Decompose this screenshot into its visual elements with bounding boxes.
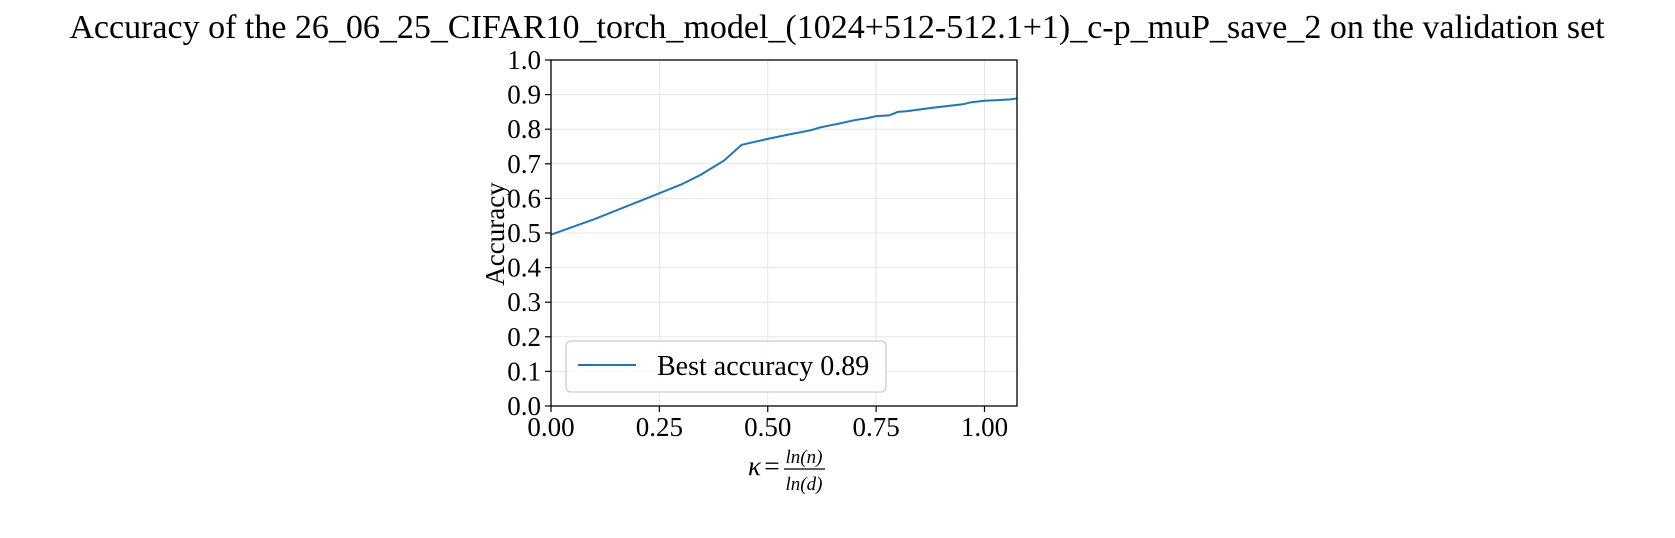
- y-tick-label: 0.3: [507, 287, 541, 317]
- x-axis-label-denominator: ln(d): [786, 474, 823, 495]
- y-tick-label: 0.7: [507, 149, 541, 179]
- chart-title: Accuracy of the 26_06_25_CIFAR10_torch_m…: [69, 9, 1605, 46]
- series-line: [550, 97, 1018, 236]
- y-axis-label: Accuracy: [480, 182, 510, 286]
- y-tick-label: 0.0: [507, 391, 541, 421]
- y-tick-label: 0.8: [507, 114, 541, 144]
- y-tick-label: 0.1: [507, 356, 541, 386]
- x-axis-label-symbol: κ: [748, 451, 762, 481]
- y-axis-ticks: 0.0 0.1 0.2 0.3 0.4 0.5 0.6 0.7 0.8 0.9 1.0: [507, 45, 551, 421]
- x-axis-label: κ = ln(n) ln(d): [748, 447, 825, 495]
- legend-box: [565, 340, 887, 393]
- x-axis-ticks: 0.00 0.25 0.50 0.75 1.00: [527, 406, 1008, 442]
- y-tick-label: 0.4: [507, 253, 541, 283]
- x-axis-label-numerator: ln(n): [786, 447, 823, 468]
- legend: Best accuracy 0.89: [565, 340, 887, 393]
- x-tick-label: 0.00: [527, 412, 574, 442]
- y-tick-label: 0.6: [507, 183, 541, 213]
- y-tick-label: 1.0: [507, 45, 541, 75]
- x-axis-label-equals: =: [764, 451, 779, 481]
- y-tick-label: 0.9: [507, 80, 541, 110]
- x-tick-label: 0.75: [852, 412, 899, 442]
- y-tick-label: 0.5: [507, 218, 541, 248]
- x-tick-label: 0.50: [744, 412, 791, 442]
- x-tick-label: 0.25: [636, 412, 683, 442]
- y-tick-label: 0.2: [507, 322, 541, 352]
- x-tick-label: 1.00: [961, 412, 1008, 442]
- series-layer: [550, 97, 1018, 236]
- legend-label: Best accuracy 0.89: [657, 351, 869, 382]
